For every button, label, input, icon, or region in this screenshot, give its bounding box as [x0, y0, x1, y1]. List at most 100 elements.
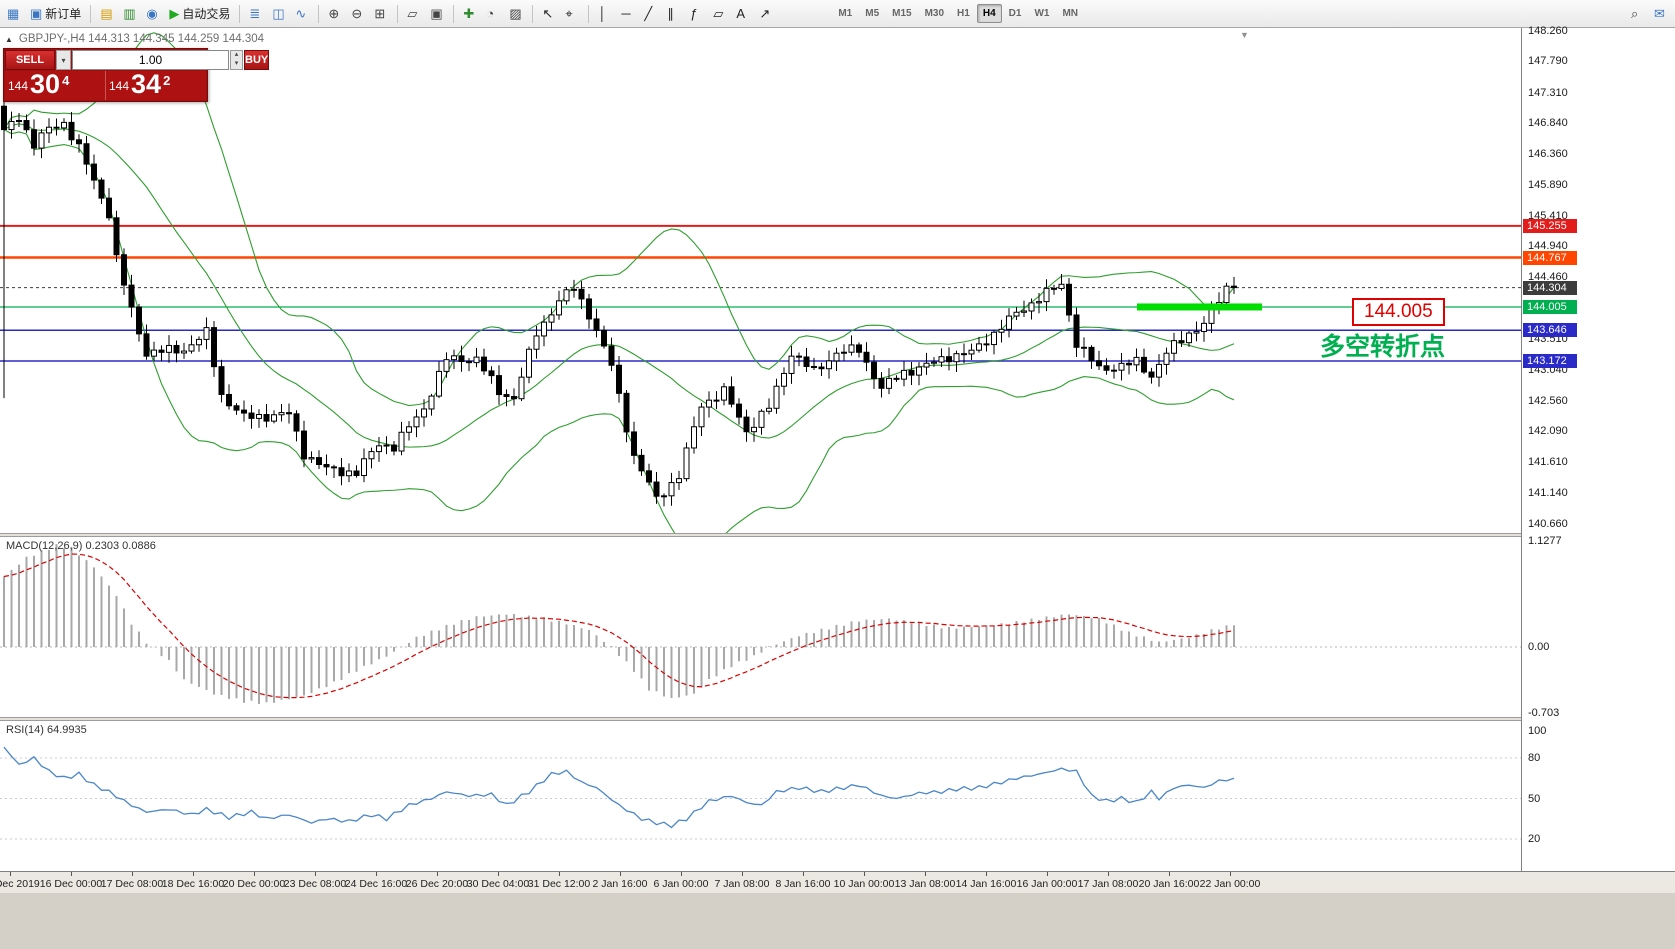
time-tick [315, 872, 316, 876]
volume-dropdown-button[interactable]: ▾ [56, 50, 71, 70]
time-tick [437, 872, 438, 876]
timeframe-toolbar: M1 M5 M15 M30 H1 H4 D1 W1 MN [832, 4, 1084, 23]
rsi-panel[interactable] [0, 721, 1521, 871]
templates-icon: ▨ [509, 6, 522, 21]
time-label: 7 Jan 08:00 [714, 878, 770, 890]
time-label: 6 Jan 00:00 [653, 878, 709, 890]
collapse-trade-panel-icon[interactable]: ▲ [5, 34, 13, 44]
chart-title: GBPJPY-,H4 144.313 144.345 144.259 144.3… [18, 33, 265, 45]
time-tick [925, 872, 926, 876]
tile-windows-icon-button[interactable]: ⊞ [370, 3, 392, 25]
horizontal-line-icon: ─ [621, 6, 631, 21]
rsi-indicator-label: RSI(14) 64.9935 [6, 724, 87, 736]
fibonacci-icon-button[interactable]: ƒ [686, 3, 708, 25]
zoom-in-icon-button[interactable]: ⊕ [324, 3, 346, 25]
macd-indicator-label: MACD(12,26,9) 0.2303 0.0886 [6, 540, 156, 552]
text-icon-button[interactable]: A [732, 3, 754, 25]
candlestick-chart-icon-button[interactable]: ◫ [268, 3, 290, 25]
alerts-icon-button[interactable]: ◉ [142, 3, 164, 25]
trendline-icon-button[interactable]: ╱ [640, 3, 662, 25]
indicators-icon: ✚ [463, 6, 475, 21]
price-tick: 141.140 [1528, 486, 1568, 499]
macd-panel[interactable] [0, 537, 1521, 717]
timeframe-m5-button[interactable]: M5 [859, 4, 885, 23]
rsi-scale-tick: 100 [1528, 725, 1547, 737]
auto-trading-button-label: 自动交易 [182, 7, 231, 21]
periods-icon: ◔ [486, 6, 495, 21]
price-tick: 145.890 [1528, 178, 1568, 191]
search-icon-button[interactable]: ⌕ [1627, 3, 1649, 25]
spinner-down-icon[interactable]: ▾ [234, 60, 239, 67]
time-tick [376, 872, 377, 876]
cursor-icon-button[interactable]: ↖ [538, 3, 560, 25]
arrange-windows-icon-button[interactable]: ▣ [426, 3, 448, 25]
crosshair-icon-button[interactable]: ⌖ [561, 3, 583, 25]
timeframe-w1-button[interactable]: W1 [1028, 4, 1055, 23]
buy-price-button[interactable]: 144 34 2 [106, 71, 206, 100]
level-price-tag: 145.255 [1523, 218, 1577, 233]
horizontal-line-icon-button[interactable]: ─ [617, 3, 639, 25]
chat-icon-button[interactable]: ✉ [1650, 3, 1672, 25]
volume-spinner[interactable]: ▴ ▾ [230, 50, 243, 70]
chart-shift-marker[interactable]: ▼ [1240, 30, 1249, 40]
sell-button[interactable]: SELL [5, 50, 55, 70]
time-label: 16 Jan 00:00 [1016, 878, 1078, 890]
navigator-icon: ▥ [123, 6, 136, 21]
chart-workspace: ▲ GBPJPY-,H4 144.313 144.345 144.259 144… [0, 25, 1675, 949]
time-tick [559, 872, 560, 876]
arrow-tools-icon-button[interactable]: ↗ [755, 3, 777, 25]
buy-button[interactable]: BUY [244, 50, 270, 70]
time-label: 2 Jan 16:00 [592, 878, 648, 890]
app-icon-button[interactable]: ▦ [3, 3, 25, 25]
price-annotation-box: 144.005 [1352, 298, 1445, 326]
spinner-up-icon[interactable]: ▴ [234, 51, 239, 58]
price-tick: 142.560 [1528, 394, 1568, 407]
timeframe-h4-button[interactable]: H4 [976, 4, 1002, 23]
toolbar-separator [453, 4, 455, 23]
buy-price-big: 34 [131, 69, 162, 99]
price-chart[interactable] [0, 28, 1521, 533]
time-label: 20 Dec 00:00 [222, 878, 286, 890]
navigator-icon-button[interactable]: ▥ [119, 3, 141, 25]
timeframe-m15-button[interactable]: M15 [886, 4, 917, 23]
templates-icon-button[interactable]: ▨ [505, 3, 527, 25]
timeframe-mn-button[interactable]: MN [1056, 4, 1084, 23]
timeframe-h1-button[interactable]: H1 [951, 4, 976, 23]
toolbar-separator [318, 4, 320, 23]
time-label: 10 Jan 00:00 [833, 878, 895, 890]
macd-rsi-splitter[interactable] [0, 717, 1675, 721]
toolbar-separator [397, 4, 399, 23]
time-label: 26 Dec 20:00 [405, 878, 469, 890]
sell-price-button[interactable]: 144 30 4 [5, 71, 106, 100]
chart-title-row: ▲ GBPJPY-,H4 144.313 144.345 144.259 144… [5, 33, 264, 45]
timeframe-m30-button[interactable]: M30 [919, 4, 950, 23]
shapes-icon-button[interactable]: ▱ [709, 3, 731, 25]
level-price-tag: 144.005 [1523, 299, 1577, 314]
chart-macd-splitter[interactable] [0, 533, 1675, 537]
timeframe-m1-button[interactable]: M1 [832, 4, 858, 23]
auto-trading-button[interactable]: ▶ 自动交易 [165, 3, 234, 25]
price-axis[interactable]: 148.260 147.790 147.310 146.840 146.360 145.8… [1521, 25, 1675, 871]
time-tick [803, 872, 804, 876]
volume-input[interactable] [72, 50, 229, 70]
price-tick: 144.940 [1528, 240, 1568, 253]
timeframe-d1-button[interactable]: D1 [1003, 4, 1028, 23]
time-tick [742, 872, 743, 876]
time-tick [71, 872, 72, 876]
line-chart-icon-button[interactable]: ∿ [291, 3, 313, 25]
zoom-out-icon-button[interactable]: ⊖ [347, 3, 369, 25]
periods-icon-button[interactable]: ◔ [482, 3, 504, 25]
app-icon: ▦ [7, 6, 20, 21]
time-label: 13 Jan 08:00 [894, 878, 956, 890]
indicators-icon-button[interactable]: ✚ [459, 3, 481, 25]
cascade-windows-icon-button[interactable]: ▱ [403, 3, 425, 25]
channel-icon-button[interactable]: ∥ [663, 3, 685, 25]
fibonacci-icon: ƒ [690, 6, 698, 21]
price-tick: 146.840 [1528, 117, 1568, 130]
profiles-icon-button[interactable]: ▤ [96, 3, 118, 25]
new-order-button[interactable]: ▣ 新订单 [26, 3, 85, 25]
vertical-line-icon-button[interactable]: │ [594, 3, 616, 25]
alerts-icon: ◉ [146, 6, 158, 21]
bar-chart-icon-button[interactable]: ≣ [245, 3, 267, 25]
